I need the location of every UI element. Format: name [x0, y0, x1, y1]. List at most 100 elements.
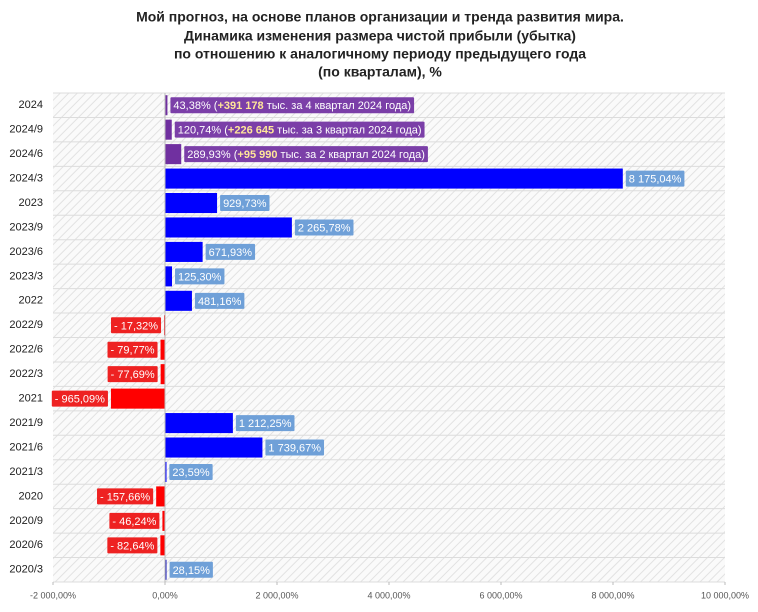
bar — [165, 413, 233, 434]
value-label: 2 265,78% — [294, 219, 354, 236]
bar — [165, 95, 168, 116]
y-tick-label: 2022/3 — [9, 368, 43, 380]
value-label: - 157,66% — [97, 488, 154, 505]
value-label-bg — [235, 415, 295, 432]
value-label-bg — [265, 439, 325, 456]
value-label: 2 265,78% — [298, 222, 351, 234]
value-label-text: - 17,32% — [114, 320, 158, 332]
y-tick-label: 2020 — [19, 490, 43, 502]
x-tick-label: 2 000,00% — [255, 590, 298, 600]
annotation-amount: +95 990 — [237, 149, 277, 161]
value-label: 120,74% (+226 645 тыс. за 3 квартал 2024… — [174, 121, 425, 138]
value-label: 125,30% — [178, 271, 222, 283]
annotation-text: тыс. за 2 квартал 2024 года) — [277, 149, 424, 161]
value-label: - 17,32% — [114, 320, 158, 332]
value-label: 23,59% — [169, 463, 213, 480]
value-label: 28,15% — [173, 565, 211, 577]
annotation-amount: +391 178 — [217, 100, 263, 112]
value-label: 289,93% (+95 990 тыс. за 2 квартал 2024 … — [184, 146, 428, 163]
y-tick-label: 2022 — [19, 295, 43, 307]
chart-title: по отношению к аналогичному периоду пред… — [174, 46, 586, 62]
value-label-text: 1 739,67% — [268, 442, 321, 454]
value-label-text: - 46,24% — [112, 516, 156, 528]
value-label-bg — [107, 366, 158, 383]
value-label-bg — [51, 390, 108, 407]
value-label-text: - 77,69% — [111, 369, 155, 381]
bar — [156, 486, 165, 507]
value-label: - 77,69% — [107, 366, 158, 383]
value-label: 120,74% — [178, 125, 222, 137]
y-tick-label: 2024/9 — [9, 124, 43, 136]
bar — [160, 535, 165, 556]
value-label: 289,93% — [187, 149, 231, 161]
value-label: 1 739,67% — [265, 439, 325, 456]
value-label-bg — [169, 561, 213, 578]
value-label: - 82,64% — [107, 537, 158, 554]
y-tick-label: 2023/6 — [9, 246, 43, 258]
value-label: 481,16% — [194, 292, 245, 309]
y-tick-label: 2022/6 — [9, 344, 43, 356]
x-tick-label: 8 000,00% — [591, 590, 634, 600]
value-label-bg — [220, 195, 270, 212]
y-tick-label: 2021/9 — [9, 417, 43, 429]
bar — [165, 266, 173, 287]
value-label: 1 739,67% — [268, 442, 321, 454]
value-label: - 79,77% — [107, 341, 158, 358]
value-label: - 46,24% — [112, 516, 156, 528]
value-label: 1 212,25% — [239, 418, 292, 430]
value-label: 929,73% — [220, 195, 270, 212]
value-label: 8 175,04% — [625, 170, 685, 187]
bar — [165, 217, 292, 238]
y-tick-label: 2020/3 — [9, 564, 43, 576]
value-label: - 77,69% — [111, 369, 155, 381]
value-label-text: - 157,66% — [100, 491, 150, 503]
value-label: - 17,32% — [110, 317, 162, 334]
bar — [165, 144, 182, 165]
value-label: - 157,66% — [100, 491, 150, 503]
annotation-text: ( — [221, 125, 228, 137]
value-label-bg — [107, 341, 158, 358]
y-tick-label: 2020/9 — [9, 515, 43, 527]
value-label-bg — [170, 97, 415, 114]
value-label-text: 8 175,04% — [629, 173, 682, 185]
value-label-bg — [107, 537, 158, 554]
value-label: - 46,24% — [109, 512, 160, 529]
annotation-text: ( — [231, 149, 238, 161]
value-label: 671,93% — [209, 247, 253, 259]
x-tick-label: 10 000,00% — [701, 590, 749, 600]
annotation-text: тыс. за 3 квартал 2024 года) — [274, 125, 421, 137]
value-label-text: 120,74% (+226 645 тыс. за 3 квартал 2024… — [178, 125, 422, 137]
value-label-text: 28,15% — [173, 565, 211, 577]
y-tick-label: 2021/3 — [9, 466, 43, 478]
value-label: 43,38% — [173, 100, 211, 112]
value-label-bg — [175, 268, 225, 285]
bar — [165, 193, 218, 214]
bar — [165, 559, 167, 580]
bar — [160, 339, 165, 360]
bar — [110, 388, 165, 409]
value-label: 8 175,04% — [629, 173, 682, 185]
value-label-text: 929,73% — [223, 198, 267, 210]
value-label-text: 125,30% — [178, 271, 222, 283]
value-label-bg — [174, 121, 425, 138]
value-label: - 82,64% — [110, 540, 154, 552]
value-label-bg — [194, 292, 245, 309]
value-label-text: - 965,09% — [55, 394, 105, 406]
y-tick-label: 2023/3 — [9, 270, 43, 282]
x-tick-label: 4 000,00% — [367, 590, 410, 600]
bar — [160, 364, 165, 385]
bar — [165, 241, 203, 262]
value-label-text: 671,93% — [209, 247, 253, 259]
x-tick-label: -2 000,00% — [30, 590, 76, 600]
x-tick-label: 0,00% — [152, 590, 178, 600]
value-label-text: 1 212,25% — [239, 418, 292, 430]
bar — [165, 437, 263, 458]
chart-title: Мой прогноз, на основе планов организаци… — [136, 9, 624, 25]
value-label-bg — [97, 488, 154, 505]
value-label-text: - 82,64% — [110, 540, 154, 552]
value-label-bg — [625, 170, 685, 187]
value-label-text: 481,16% — [198, 296, 242, 308]
y-tick-label: 2021/6 — [9, 441, 43, 453]
bar — [165, 119, 172, 140]
